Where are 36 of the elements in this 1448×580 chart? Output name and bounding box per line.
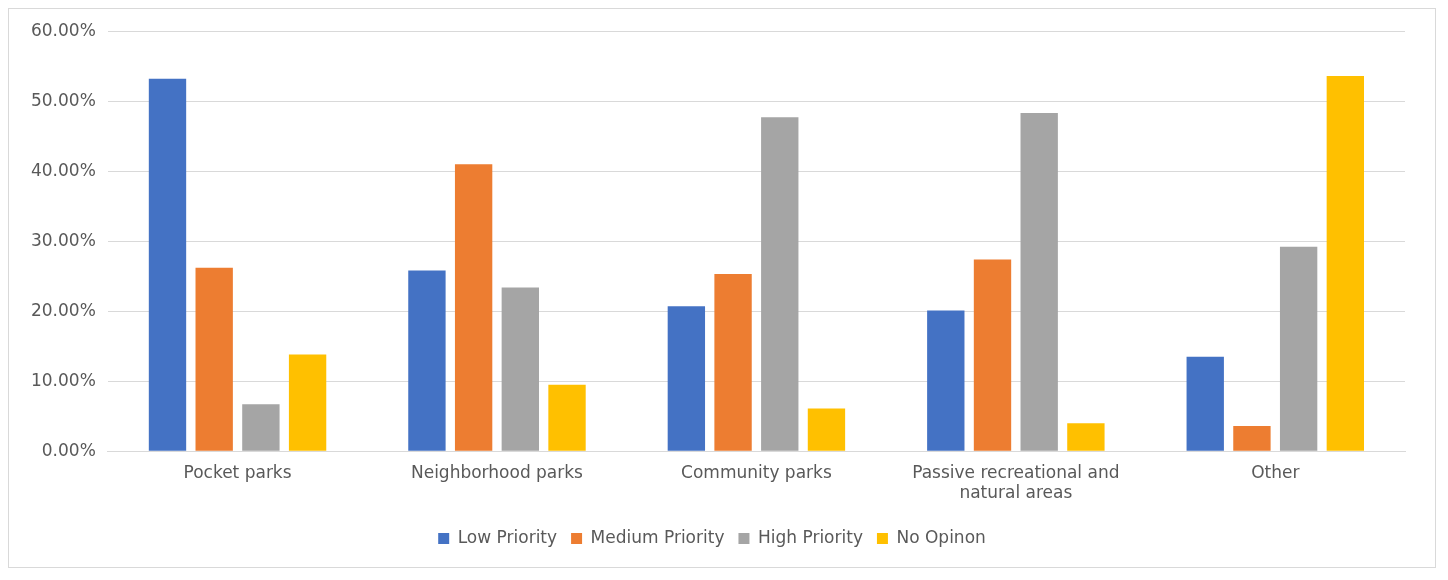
bar xyxy=(1279,246,1318,451)
y-tick-label: 10.00% xyxy=(30,369,96,390)
bar xyxy=(927,310,965,451)
bar xyxy=(807,408,846,451)
bar xyxy=(548,384,586,451)
bar xyxy=(288,354,327,451)
bar xyxy=(1326,76,1365,451)
bar xyxy=(242,404,280,451)
y-tick-label: 40.00% xyxy=(30,159,96,180)
bar xyxy=(195,267,233,451)
y-tick-label: 20.00% xyxy=(30,299,96,320)
legend-label: Medium Priority xyxy=(590,526,725,547)
y-tick-label: 0.00% xyxy=(41,439,96,460)
bar xyxy=(501,287,539,451)
bar xyxy=(408,270,446,451)
legend-label: High Priority xyxy=(757,526,863,547)
bar xyxy=(1186,356,1224,451)
bar xyxy=(761,117,799,451)
x-tick-label: Other xyxy=(1251,461,1300,482)
x-tick-label: Pocket parks xyxy=(183,461,292,482)
bar xyxy=(667,306,706,451)
bar xyxy=(1020,113,1058,451)
legend-label: No Opinon xyxy=(896,526,986,547)
y-tick-label: 60.00% xyxy=(30,19,96,40)
bar xyxy=(714,274,752,451)
bar xyxy=(1067,423,1105,451)
y-tick-label: 30.00% xyxy=(30,229,96,250)
bar xyxy=(1233,426,1271,451)
x-tick-label: Passive recreational and natural areas xyxy=(912,461,1120,503)
x-tick-label: Community parks xyxy=(681,461,832,482)
legend-label: Low Priority xyxy=(457,526,558,547)
bar xyxy=(148,78,187,451)
x-tick-label: Neighborhood parks xyxy=(410,461,584,482)
bar xyxy=(454,164,493,451)
bar xyxy=(973,259,1012,451)
y-tick-label: 50.00% xyxy=(30,89,96,110)
